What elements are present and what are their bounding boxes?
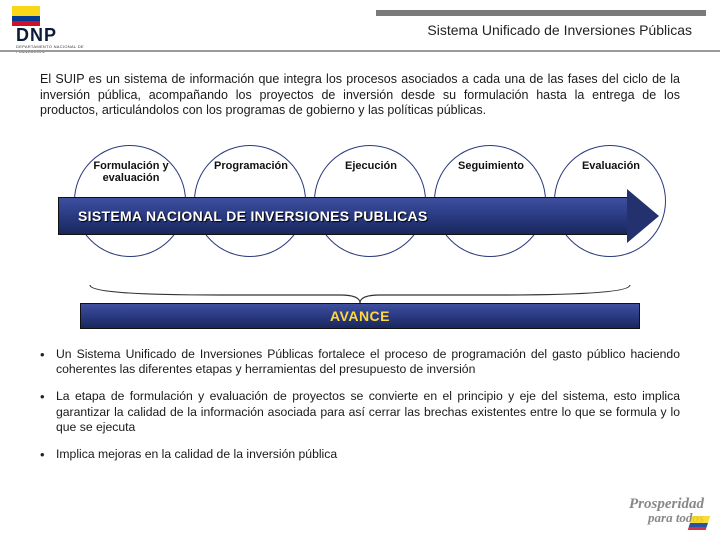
arrow-head-icon bbox=[627, 189, 659, 243]
page-title: Sistema Unificado de Inversiones Pública… bbox=[427, 22, 692, 38]
logo-main-text: DNP bbox=[16, 26, 112, 44]
header-divider bbox=[0, 50, 720, 52]
logo-sub-text: DEPARTAMENTO NACIONAL DE PLANEACIÓN bbox=[16, 44, 112, 54]
curly-bracket-icon bbox=[80, 283, 640, 305]
process-diagram: Formulación y evaluación Programación Ejec… bbox=[40, 139, 680, 279]
bullet-item: Un Sistema Unificado de Inversiones Públ… bbox=[40, 347, 680, 378]
phase-label: Programación bbox=[198, 160, 304, 172]
prosperidad-logo: Prosperidad para todos bbox=[622, 498, 704, 532]
phase-label: Ejecución bbox=[318, 160, 424, 172]
bullet-item: Implica mejoras en la calidad de la inve… bbox=[40, 447, 680, 462]
phase-label: Formulación y evaluación bbox=[78, 160, 184, 184]
avance-box: AVANCE bbox=[80, 303, 640, 329]
intro-paragraph: El SUIP es un sistema de información que… bbox=[0, 54, 720, 129]
avance-region: AVANCE bbox=[40, 285, 680, 333]
avance-label: AVANCE bbox=[330, 308, 390, 324]
slide-header: DNP DEPARTAMENTO NACIONAL DE PLANEACIÓN … bbox=[0, 0, 720, 54]
colombia-flag-icon bbox=[12, 6, 40, 26]
bullet-list: Un Sistema Unificado de Inversiones Públ… bbox=[0, 345, 720, 463]
arrow-band-text: SISTEMA NACIONAL DE INVERSIONES PUBLICAS bbox=[58, 197, 628, 235]
phase-label: Seguimiento bbox=[438, 160, 544, 172]
title-accent-bar bbox=[376, 10, 706, 16]
dnp-logo: DNP DEPARTAMENTO NACIONAL DE PLANEACIÓN bbox=[12, 6, 112, 40]
bullet-item: La etapa de formulación y evaluación de … bbox=[40, 389, 680, 435]
arrow-band: SISTEMA NACIONAL DE INVERSIONES PUBLICAS bbox=[58, 197, 658, 235]
colombia-flag-icon bbox=[688, 516, 711, 530]
phase-label: Evaluación bbox=[558, 160, 664, 172]
